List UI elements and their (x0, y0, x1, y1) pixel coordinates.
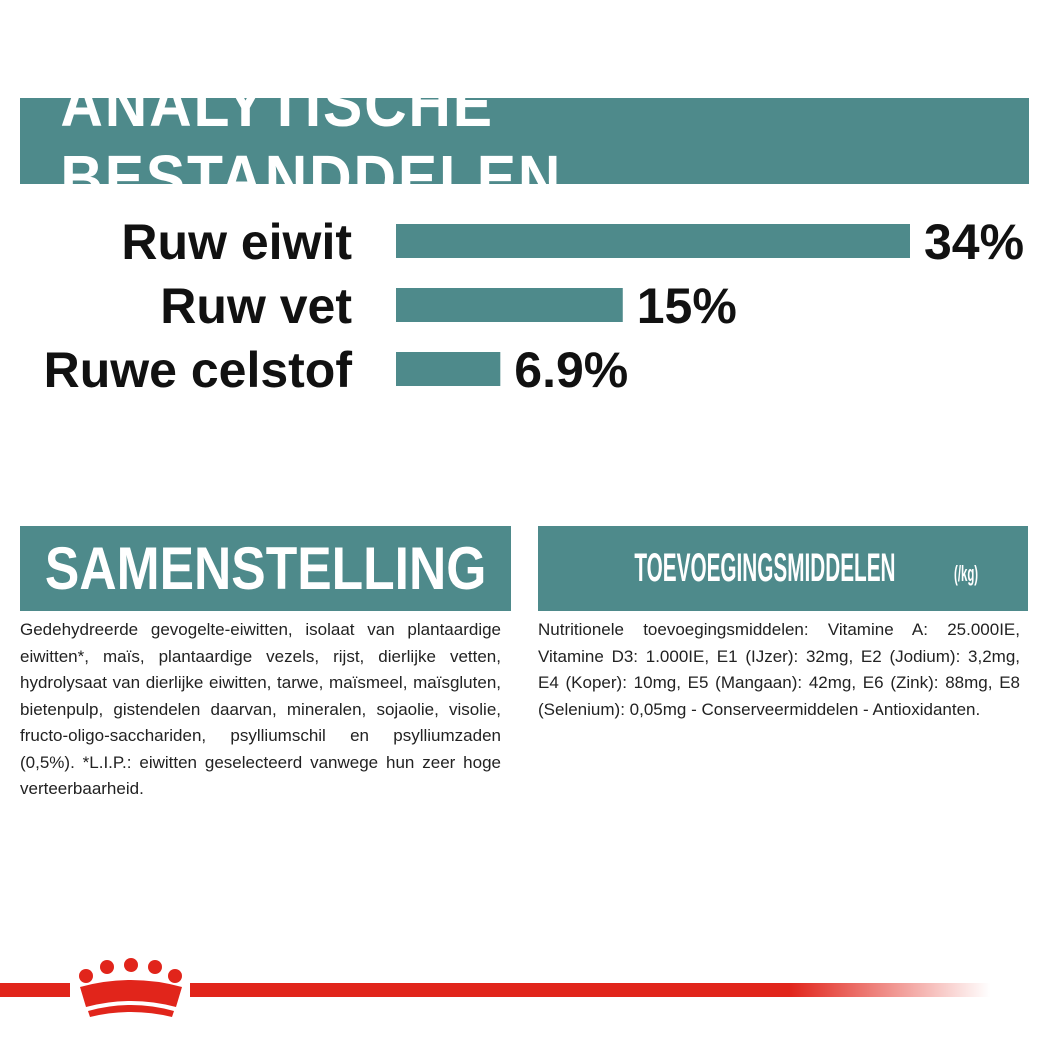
bar (396, 224, 910, 258)
footer-red-line-left (0, 983, 70, 997)
category-label: Ruwe celstof (44, 342, 353, 398)
additives-header: TOEVOEGINGSMIDDELEN (/kg) (538, 526, 1028, 611)
crown-icon (79, 958, 182, 1017)
composition-title: SAMENSTELLING (44, 535, 487, 602)
footer-brand-strip (0, 958, 990, 1017)
value-label: 15% (637, 278, 737, 334)
page-title: ANALYTISCHE BESTANDDELEN (60, 68, 563, 214)
nutrient-bar-chart: Ruw eiwit 34% Ruw vet 15% Ruwe celstof 6.9% (44, 214, 1024, 398)
composition-text: Gedehydreerde gevogelte-eiwitten, isolaa… (20, 620, 501, 798)
category-label: Ruw eiwit (121, 214, 352, 270)
composition-header: SAMENSTELLING (20, 526, 511, 611)
additives-unit: (/kg) (953, 561, 978, 586)
additives-title: TOEVOEGINGSMIDDELEN (634, 546, 896, 590)
category-label: Ruw vet (160, 278, 352, 334)
footer-red-line-right (190, 983, 990, 997)
additives-text: Nutritionele toevoegingsmiddelen: Vitami… (538, 620, 1020, 719)
value-label: 34% (924, 214, 1024, 270)
bar (396, 288, 623, 322)
bar (396, 352, 501, 386)
title-banner: ANALYTISCHE BESTANDDELEN (20, 68, 1029, 214)
value-label: 6.9% (514, 342, 628, 398)
